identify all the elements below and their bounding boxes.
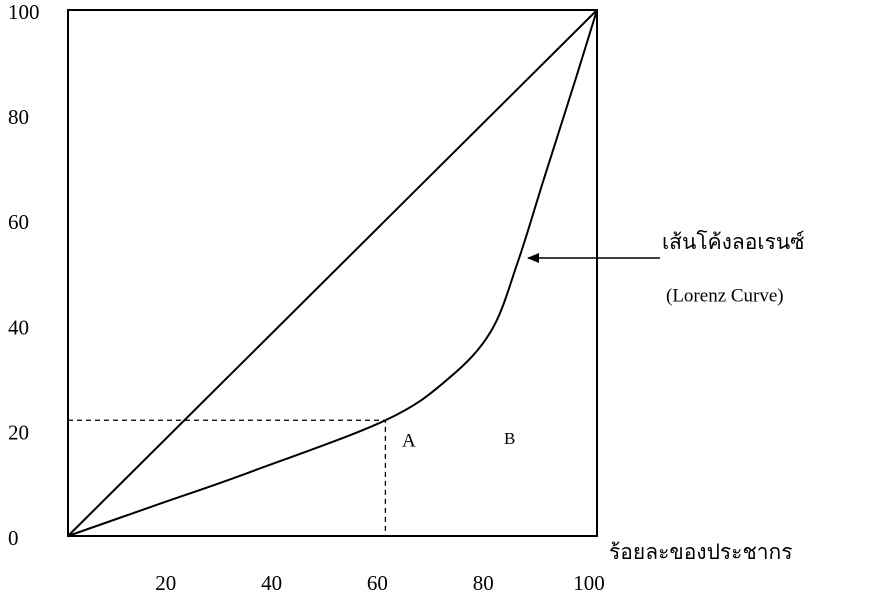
y-tick-label: 40	[8, 315, 29, 339]
y-tick-label: 20	[8, 421, 29, 445]
area-label: B	[504, 429, 515, 448]
x-tick-label: 80	[473, 571, 494, 595]
x-tick-label: 20	[155, 571, 176, 595]
x-tick-label: 40	[261, 571, 282, 595]
chart: เส้นโค้งลอเรนซ์ (Lorenz Curve) A B ร้อยล…	[0, 0, 872, 599]
y-tick-label: 100	[8, 0, 40, 24]
annotation: เส้นโค้งลอเรนซ์	[662, 230, 804, 254]
x-axis-label: ร้อยละของประชากร	[609, 540, 793, 564]
annotation: (Lorenz Curve)	[666, 285, 784, 306]
area-label: A	[402, 430, 416, 451]
y-tick-label: 0	[8, 526, 19, 550]
x-tick-label: 60	[367, 571, 388, 595]
y-tick-label: 80	[8, 105, 29, 129]
y-tick-label: 60	[8, 210, 29, 234]
x-tick-label: 100	[573, 571, 605, 595]
series-line	[68, 10, 597, 536]
